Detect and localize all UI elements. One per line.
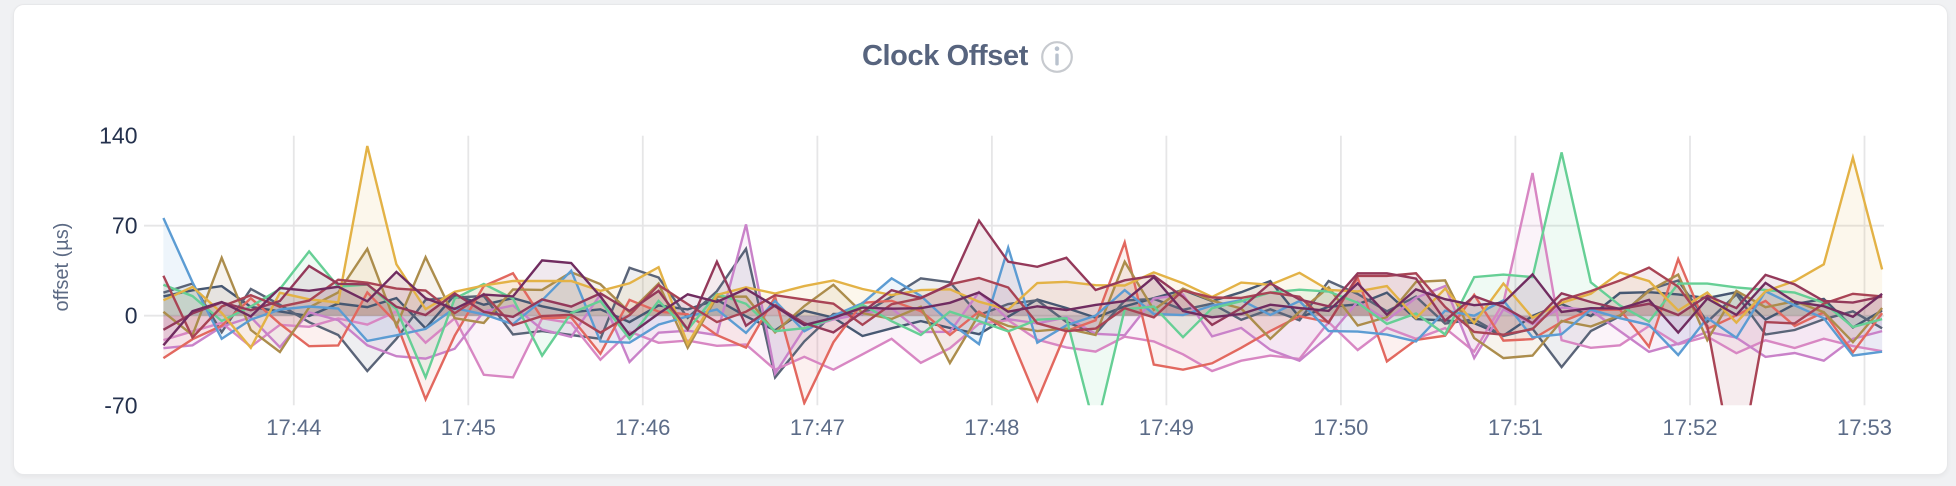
- svg-text:17:44: 17:44: [266, 415, 321, 440]
- svg-text:offset (µs): offset (µs): [51, 223, 73, 312]
- svg-text:140: 140: [99, 123, 137, 149]
- svg-text:17:50: 17:50: [1313, 415, 1368, 440]
- svg-text:17:52: 17:52: [1662, 415, 1717, 440]
- svg-text:17:48: 17:48: [964, 415, 1019, 440]
- svg-text:-70: -70: [104, 393, 137, 419]
- svg-text:17:46: 17:46: [615, 415, 670, 440]
- svg-text:17:51: 17:51: [1488, 415, 1543, 440]
- svg-text:17:45: 17:45: [441, 415, 496, 440]
- svg-text:17:53: 17:53: [1837, 415, 1892, 440]
- svg-text:0: 0: [125, 303, 138, 329]
- svg-text:70: 70: [112, 213, 138, 239]
- svg-text:17:47: 17:47: [790, 415, 845, 440]
- svg-text:17:49: 17:49: [1139, 415, 1194, 440]
- svg-text:Clock Offset: Clock Offset: [862, 40, 1029, 72]
